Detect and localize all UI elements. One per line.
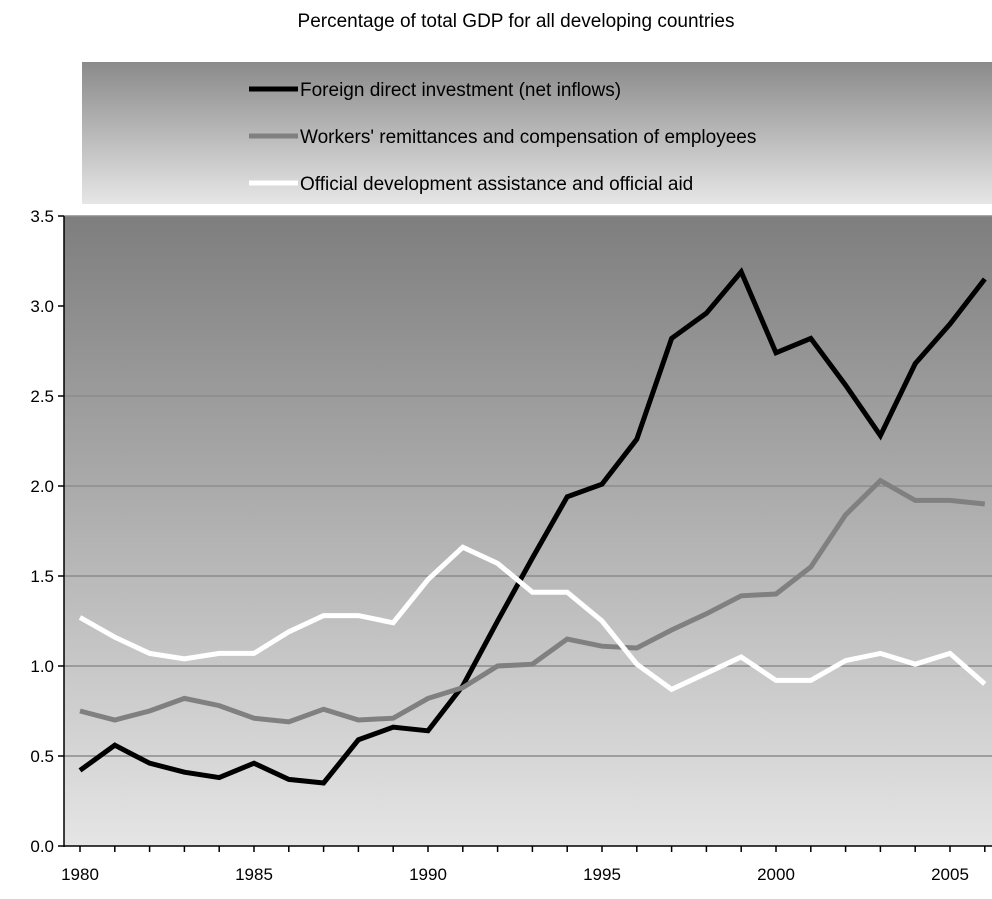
y-tick-label: 2.5	[30, 387, 54, 406]
chart-title: Percentage of total GDP for all developi…	[298, 11, 735, 32]
series-lines	[78, 267, 987, 786]
legend: Foreign direct investment (net inflows) W…	[82, 62, 992, 204]
x-tick-label: 1980	[61, 865, 99, 884]
legend-label: Foreign direct investment (net inflows)	[300, 80, 621, 101]
y-tick-label: 3.0	[30, 297, 54, 316]
y-tick-label: 1.5	[30, 567, 54, 586]
x-tick-label: 2000	[757, 865, 795, 884]
y-tick-label: 1.0	[30, 657, 54, 676]
gridlines	[64, 215, 992, 757]
y-tick-label: 3.5	[30, 207, 54, 226]
series-line-1	[78, 267, 987, 786]
plot-area	[64, 216, 992, 846]
x-tick-label: 1990	[409, 865, 447, 884]
series-line-2	[79, 477, 986, 725]
y-tick-label: 2.0	[30, 477, 54, 496]
x-axis-ticks: 1980 1985 1990 1995 2000 2005	[61, 846, 986, 884]
x-tick-label: 1985	[235, 865, 273, 884]
y-tick-label: 0.0	[30, 837, 54, 856]
legend-label: Official development assistance and offi…	[300, 174, 693, 195]
y-axis-ticks: 0.0 0.5 1.0 1.5 2.0 2.5 3.0 3.5	[30, 207, 64, 856]
series-line-3	[78, 544, 987, 693]
y-tick-label: 0.5	[30, 747, 54, 766]
x-tick-label: 2005	[931, 865, 969, 884]
legend-label: Workers' remittances and compensation of…	[300, 127, 756, 148]
x-tick-label: 1995	[583, 865, 621, 884]
legend-background	[82, 62, 992, 204]
